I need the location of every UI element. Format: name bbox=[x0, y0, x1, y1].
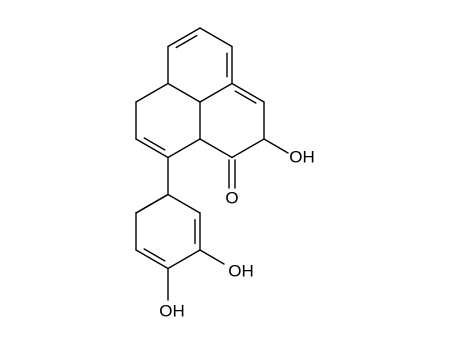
bond bbox=[199, 249, 225, 265]
atom-label: OH bbox=[289, 147, 315, 166]
bond bbox=[175, 34, 198, 49]
bond bbox=[231, 82, 265, 103]
bond bbox=[199, 82, 233, 103]
bond bbox=[167, 138, 201, 159]
bond bbox=[231, 138, 265, 159]
bond bbox=[135, 193, 169, 214]
bond bbox=[135, 138, 169, 159]
atom-label: OH bbox=[228, 261, 254, 280]
bond bbox=[167, 27, 201, 48]
bond bbox=[167, 249, 201, 270]
bond bbox=[199, 27, 233, 48]
bond bbox=[234, 90, 257, 104]
bond bbox=[143, 248, 166, 262]
atom-label: OH bbox=[159, 301, 185, 320]
bond bbox=[199, 138, 233, 159]
bond bbox=[135, 82, 169, 103]
bond bbox=[135, 249, 169, 270]
bond bbox=[143, 137, 166, 151]
bond bbox=[263, 138, 289, 154]
bond bbox=[167, 193, 201, 214]
atom-label: O bbox=[225, 188, 238, 207]
bonds bbox=[135, 27, 289, 301]
bond bbox=[167, 82, 201, 103]
